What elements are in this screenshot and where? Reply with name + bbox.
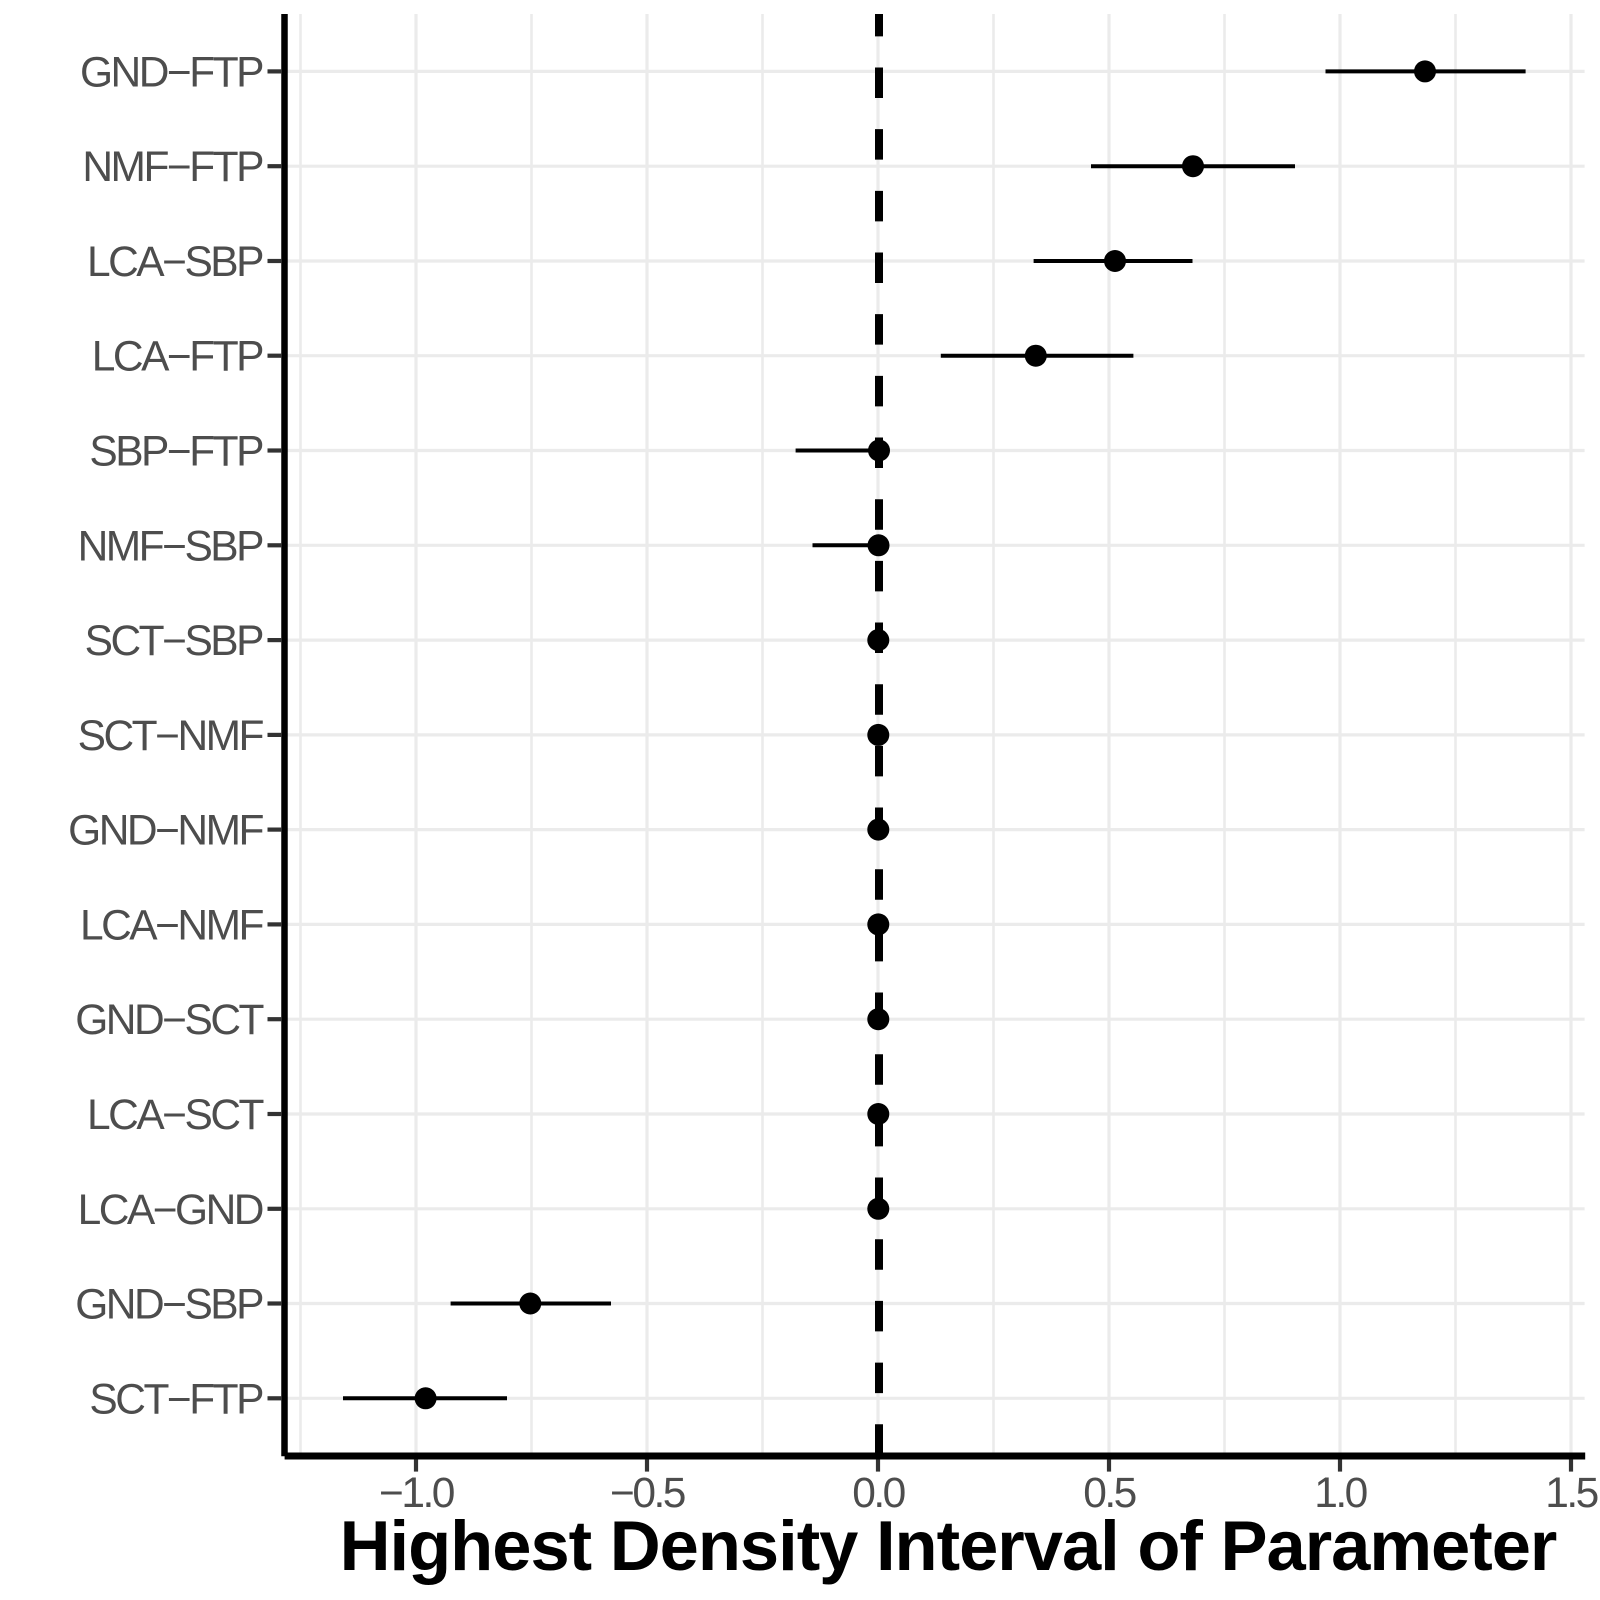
svg-text:SCT−FTP: SCT−FTP bbox=[89, 1376, 263, 1423]
svg-text:SCT−SBP: SCT−SBP bbox=[85, 618, 264, 665]
svg-text:GND−SCT: GND−SCT bbox=[75, 997, 263, 1044]
svg-text:LCA−NMF: LCA−NMF bbox=[80, 902, 264, 949]
svg-text:GND−FTP: GND−FTP bbox=[80, 49, 263, 96]
svg-text:0.0: 0.0 bbox=[852, 1470, 904, 1517]
svg-text:1.0: 1.0 bbox=[1314, 1470, 1366, 1517]
svg-text:LCA−FTP: LCA−FTP bbox=[92, 334, 263, 381]
svg-text:GND−NMF: GND−NMF bbox=[68, 808, 263, 855]
svg-text:−0.5: −0.5 bbox=[610, 1470, 685, 1517]
svg-text:0.5: 0.5 bbox=[1083, 1470, 1135, 1517]
svg-text:SCT−NMF: SCT−NMF bbox=[78, 713, 264, 760]
svg-text:LCA−SCT: LCA−SCT bbox=[87, 1092, 264, 1139]
svg-text:GND−SBP: GND−SBP bbox=[75, 1282, 263, 1329]
svg-text:LCA−SBP: LCA−SBP bbox=[87, 239, 263, 286]
svg-text:NMF−FTP: NMF−FTP bbox=[82, 144, 263, 191]
svg-text:NMF−SBP: NMF−SBP bbox=[78, 523, 264, 570]
svg-text:LCA−GND: LCA−GND bbox=[78, 1187, 263, 1234]
svg-text:Highest Density Interval of Pa: Highest Density Interval of Parameter bbox=[340, 1506, 1557, 1585]
svg-text:SBP−FTP: SBP−FTP bbox=[89, 429, 263, 476]
svg-text:−1.0: −1.0 bbox=[379, 1470, 454, 1517]
svg-text:1.5: 1.5 bbox=[1545, 1470, 1597, 1517]
